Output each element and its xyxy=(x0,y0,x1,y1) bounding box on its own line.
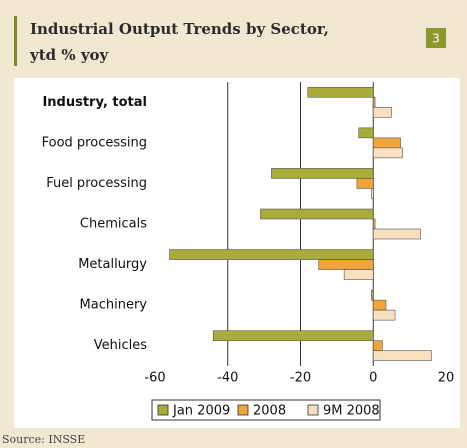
category-label: Machinery xyxy=(80,298,148,313)
bar xyxy=(372,96,376,108)
bar xyxy=(212,330,374,342)
badge xyxy=(426,28,446,48)
x-tick-label: -60 xyxy=(144,371,165,386)
legend-box xyxy=(151,399,381,421)
x-tick-label: 0 xyxy=(369,371,377,386)
x-tick-label: 20 xyxy=(438,371,455,386)
title-accent xyxy=(14,16,17,66)
legend-swatch xyxy=(307,404,319,416)
x-tick-label: -20 xyxy=(290,371,311,386)
source: Source: INSSE xyxy=(2,433,85,446)
category-label: Chemicals xyxy=(80,217,147,232)
bar xyxy=(371,188,374,199)
bar xyxy=(169,249,374,260)
legend-label: Jan 2009 xyxy=(172,404,230,419)
bar xyxy=(372,106,392,118)
bar xyxy=(372,350,432,362)
bar xyxy=(356,178,374,189)
category-label: Vehicles xyxy=(94,338,147,353)
bar xyxy=(371,289,374,301)
bar xyxy=(372,299,387,311)
bar xyxy=(372,218,376,230)
category-label: Food processing xyxy=(42,135,147,150)
bar xyxy=(372,228,421,240)
bar xyxy=(260,208,374,220)
bar xyxy=(372,309,396,321)
category-label: Industry, total xyxy=(42,95,147,110)
legend-label: 2008 xyxy=(253,404,286,419)
legend-label: 9M 2008 xyxy=(323,404,380,419)
legend-swatch xyxy=(157,404,169,416)
bar xyxy=(372,147,403,159)
bar xyxy=(358,127,374,139)
bar xyxy=(307,86,374,98)
bar xyxy=(372,340,383,352)
category-label: Fuel processing xyxy=(46,176,147,191)
legend-swatch xyxy=(237,404,249,416)
category-label: Metallurgy xyxy=(78,257,147,272)
chart-title-line2: ytd % yoy xyxy=(29,46,110,64)
x-tick-label: -40 xyxy=(217,371,238,386)
chart-title: Industrial Output Trends by Sector, xyxy=(30,20,329,38)
badge-text: 3 xyxy=(432,32,440,46)
bar xyxy=(318,259,374,270)
bar xyxy=(372,137,401,149)
bar xyxy=(343,269,374,280)
bar xyxy=(271,168,374,179)
